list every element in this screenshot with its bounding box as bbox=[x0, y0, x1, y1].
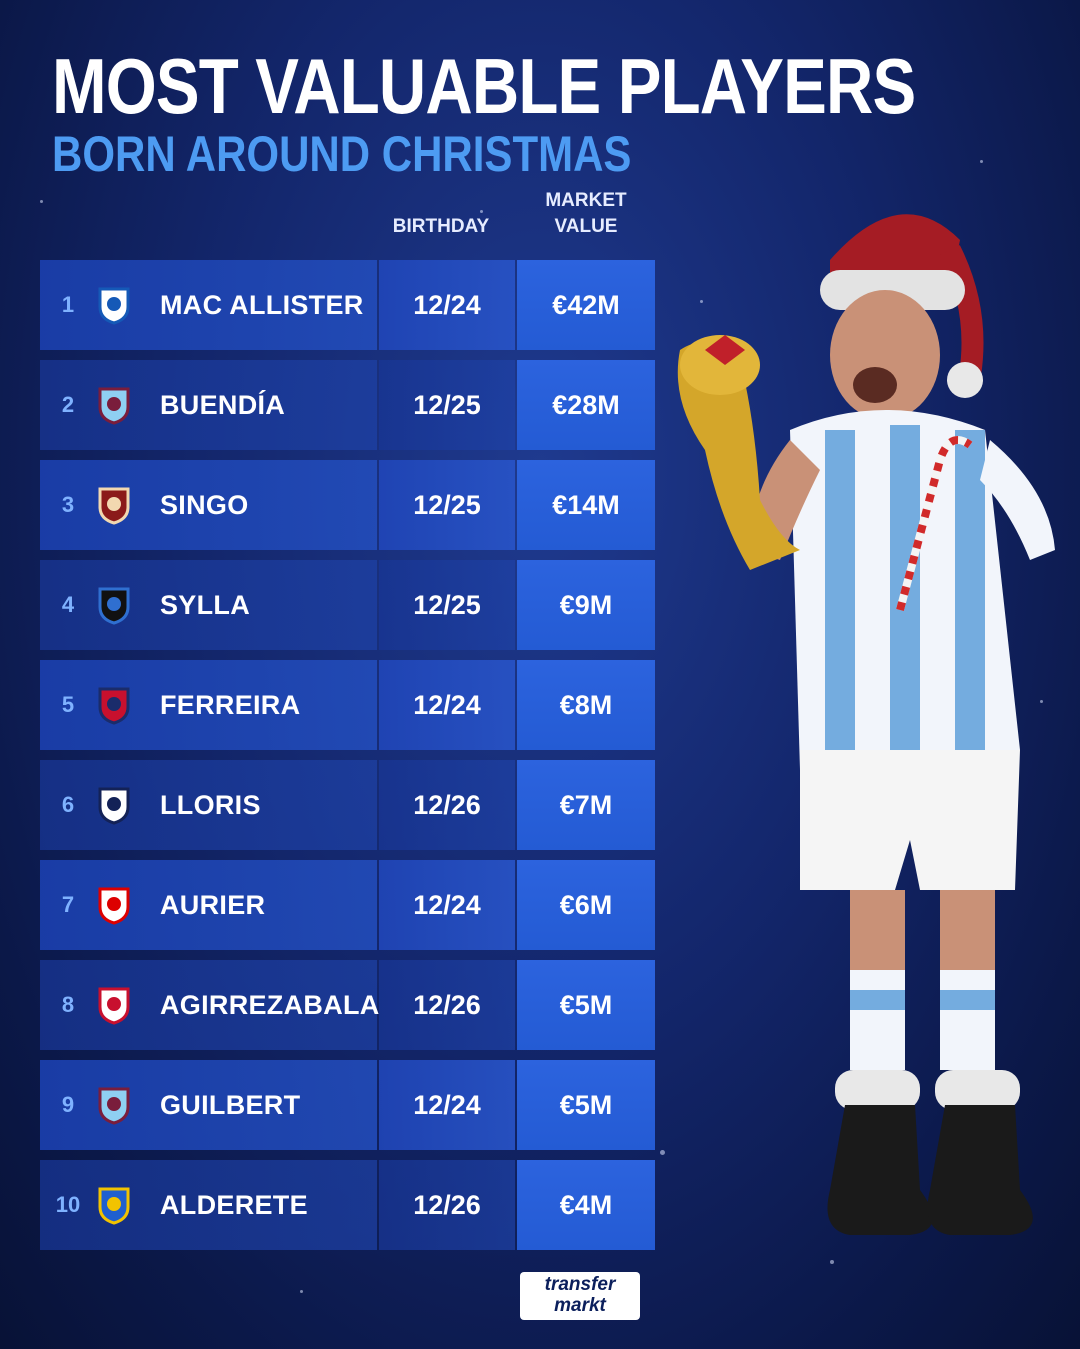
row-value-cell bbox=[517, 960, 655, 1050]
player-birthday: 12/26 bbox=[413, 1190, 481, 1220]
row-value-cell bbox=[517, 360, 655, 450]
row-name-cell bbox=[40, 1060, 377, 1150]
player-market-value: €6M bbox=[559, 890, 613, 920]
player-birthday: 12/24 bbox=[413, 290, 481, 320]
row-value-cell bbox=[517, 660, 655, 750]
table-row: 2 BUENDÍA 12/25 €28M bbox=[40, 360, 655, 450]
fc-dallas-crest-icon bbox=[98, 687, 130, 725]
row-value-cell bbox=[517, 460, 655, 550]
row-name-cell bbox=[40, 460, 377, 550]
row-birthday-cell bbox=[379, 460, 515, 550]
row-birthday-cell bbox=[379, 260, 515, 350]
player-name: AURIER bbox=[160, 890, 266, 920]
row-value-cell bbox=[517, 1160, 655, 1250]
row-value-cell bbox=[517, 860, 655, 950]
rank-number: 8 bbox=[61, 992, 75, 1017]
player-name: FERREIRA bbox=[160, 690, 301, 720]
rank-number: 2 bbox=[61, 392, 75, 417]
row-birthday-cell bbox=[379, 960, 515, 1050]
row-birthday-cell bbox=[379, 660, 515, 750]
player-market-value: €42M bbox=[552, 290, 620, 320]
player-birthday: 12/25 bbox=[413, 590, 481, 620]
getafe-crest-icon bbox=[98, 1187, 130, 1225]
player-market-value: €5M bbox=[559, 1090, 613, 1120]
column-header-market-value: MARKET VALUE bbox=[545, 190, 627, 237]
torino-crest-icon bbox=[98, 487, 130, 525]
table-row: 9 GUILBERT 12/24 €5M bbox=[40, 1060, 655, 1150]
row-birthday-cell bbox=[379, 760, 515, 850]
row-name-cell bbox=[40, 660, 377, 750]
logo-text-line1: transfer bbox=[544, 1274, 616, 1295]
table-row: 5 FERREIRA 12/24 €8M bbox=[40, 660, 655, 750]
column-header-birthday: BIRTHDAY bbox=[392, 216, 490, 237]
logo-text-line2: markt bbox=[554, 1295, 606, 1316]
transfermarkt-logo: transfer markt bbox=[520, 1272, 640, 1320]
player-market-value: €9M bbox=[559, 590, 613, 620]
row-name-cell bbox=[40, 560, 377, 650]
player-illustration bbox=[677, 214, 1055, 1235]
player-name: BUENDÍA bbox=[160, 390, 286, 420]
row-birthday-cell bbox=[379, 860, 515, 950]
table-row: 7 AURIER 12/24 €6M bbox=[40, 860, 655, 950]
table-row: 10 ALDERETE 12/26 €4M bbox=[40, 1160, 655, 1250]
table-row: 8 AGIRREZABALA 12/26 €5M bbox=[40, 960, 655, 1050]
page-subtitle: BORN AROUND CHRISTMAS bbox=[52, 126, 632, 182]
brighton-crest-icon bbox=[98, 287, 130, 325]
player-market-value: €8M bbox=[559, 690, 613, 720]
player-market-value: €28M bbox=[552, 390, 620, 420]
row-name-cell bbox=[40, 1160, 377, 1250]
row-value-cell bbox=[517, 560, 655, 650]
rank-number: 9 bbox=[61, 1092, 75, 1117]
player-birthday: 12/24 bbox=[413, 1090, 481, 1120]
player-birthday: 12/24 bbox=[413, 690, 481, 720]
row-value-cell bbox=[517, 260, 655, 350]
player-market-value: €7M bbox=[559, 790, 613, 820]
rank-number: 6 bbox=[61, 792, 75, 817]
aston-villa-crest-icon bbox=[98, 1087, 130, 1125]
player-market-value: €4M bbox=[559, 1190, 613, 1220]
player-birthday: 12/25 bbox=[413, 490, 481, 520]
row-value-cell bbox=[517, 1060, 655, 1150]
row-birthday-cell bbox=[379, 560, 515, 650]
player-name: ALDERETE bbox=[160, 1190, 308, 1220]
player-name: AGIRREZABALA bbox=[160, 990, 380, 1020]
row-birthday-cell bbox=[379, 360, 515, 450]
row-name-cell bbox=[40, 860, 377, 950]
table-row: 3 SINGO 12/25 €14M bbox=[40, 460, 655, 550]
player-market-value: €5M bbox=[559, 990, 613, 1020]
player-name: LLORIS bbox=[160, 790, 261, 820]
row-name-cell bbox=[40, 360, 377, 450]
rank-number: 7 bbox=[61, 892, 75, 917]
table-row: 6 LLORIS 12/26 €7M bbox=[40, 760, 655, 850]
rank-number: 10 bbox=[55, 1192, 81, 1217]
table-row: 1 MAC ALLISTER 12/24 €42M bbox=[40, 260, 655, 350]
table-row: 4 SYLLA 12/25 €9M bbox=[40, 560, 655, 650]
tottenham-crest-icon bbox=[98, 787, 130, 825]
player-name: SYLLA bbox=[160, 590, 251, 620]
player-birthday: 12/26 bbox=[413, 990, 481, 1020]
rank-number: 4 bbox=[61, 592, 75, 617]
page-title: MOST VALUABLE PLAYERS bbox=[52, 42, 916, 130]
rank-number: 1 bbox=[61, 292, 75, 317]
club-brugge-crest-icon bbox=[98, 587, 130, 625]
row-name-cell bbox=[40, 760, 377, 850]
player-name: MAC ALLISTER bbox=[160, 290, 364, 320]
aston-villa-crest-icon bbox=[98, 387, 130, 425]
rank-number: 3 bbox=[61, 492, 75, 517]
player-name: GUILBERT bbox=[160, 1090, 301, 1120]
player-name: SINGO bbox=[160, 490, 249, 520]
player-birthday: 12/24 bbox=[413, 890, 481, 920]
row-value-cell bbox=[517, 760, 655, 850]
row-birthday-cell bbox=[379, 1160, 515, 1250]
athletic-club-crest-icon bbox=[98, 987, 130, 1025]
player-market-value: €14M bbox=[552, 490, 620, 520]
row-name-cell bbox=[40, 260, 377, 350]
row-birthday-cell bbox=[379, 1060, 515, 1150]
nottingham-forest-crest-icon bbox=[98, 887, 130, 925]
player-birthday: 12/25 bbox=[413, 390, 481, 420]
row-name-cell bbox=[40, 960, 377, 1050]
player-birthday: 12/26 bbox=[413, 790, 481, 820]
rank-number: 5 bbox=[61, 692, 75, 717]
